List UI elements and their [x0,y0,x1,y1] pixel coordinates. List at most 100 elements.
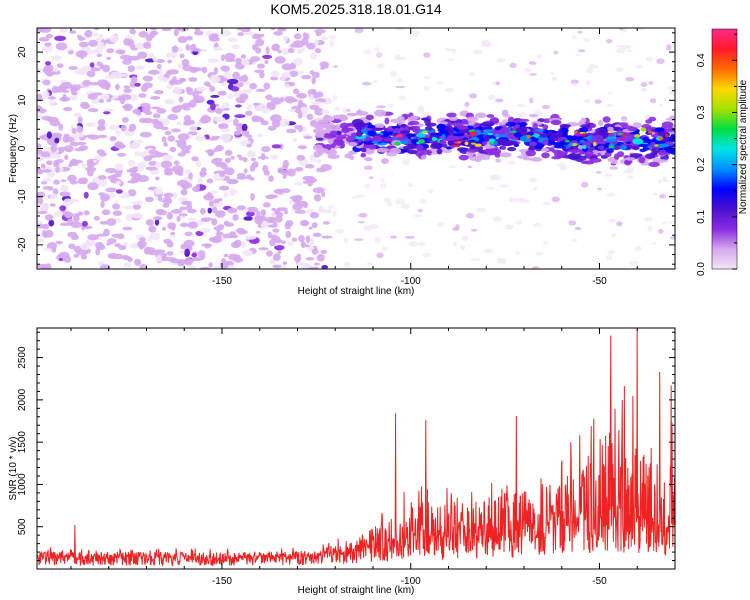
heatmap-cell-noise [177,133,190,141]
colorbar-tick-label: 0.1 [696,209,707,223]
heatmap-cell-noise [37,167,42,175]
heatmap-cell-noise [37,197,44,205]
heatmap-cell-noise [143,41,152,49]
heatmap-cell-noise [178,213,188,217]
heatmap-cell-noise [139,264,148,269]
heatmap-cell-band [529,136,536,140]
heatmap-cell-noise [294,182,303,186]
heatmap-cell-noise [301,126,307,132]
heatmap-cell-clutter [368,176,375,179]
heatmap-cell-noise [71,159,84,164]
heatmap-cell-peak [609,145,614,149]
heatmap-cell-clutter [529,97,534,104]
heatmap-cell-noise [252,161,259,168]
heatmap-cell-clutter [529,73,537,76]
heatmap-cell-band [602,116,611,123]
heatmap-cell-band [400,123,407,128]
heatmap-cell-noise [155,209,166,214]
heatmap-cell-noise [129,94,138,101]
heatmap-cell-noise [213,198,220,204]
heatmap-cell-noise [236,173,246,178]
heatmap-cell-noise [300,220,309,226]
heatmap-cell-peak [511,130,517,133]
heatmap-cell-noise [148,52,155,58]
heatmap-cell-clutter [379,182,387,189]
heatmap-cell-band [539,133,549,138]
heatmap-cell-noise [272,253,281,261]
snr-y-tick-label: 2000 [17,388,28,411]
heatmap-cell-band [315,137,324,141]
heatmap-cell-noise [255,230,261,234]
heatmap-cell-noise [81,65,91,71]
heatmap-cell-noise [243,168,248,174]
heatmap-cell-noise [236,28,241,31]
heatmap-cell-noise [131,200,143,205]
heatmap-cell-noise [37,238,45,243]
heatmap-cell-clutter [400,203,410,209]
heatmap-cell-noise [230,86,240,92]
heatmap-cell-noise [137,175,149,183]
heatmap-cell-noise [282,159,289,168]
heatmap-cell-band [315,132,325,138]
heatmap-cell-noise [199,228,211,233]
heatmap-cell-clutter [374,236,381,243]
heatmap-cell-clutter [634,245,642,252]
heatmap-cell-clutter [395,28,406,31]
heatmap-cell-band [486,114,495,118]
heatmap-cell-noise [241,59,250,66]
heatmap-cell-noise [102,64,111,73]
heatmap-cell-noise [106,48,115,54]
heatmap-cell-noise [55,166,60,173]
heatmap-cell-noise [297,145,307,150]
heatmap-cell-band [665,146,675,154]
heatmap-cell-band [528,114,539,117]
heatmap-cell-noise [42,79,51,86]
heatmap-cell-noise [105,167,117,174]
heatmap-cell-clutter [444,47,450,51]
heatmap-cell-noise [231,241,241,249]
heatmap-cell-clutter [609,166,619,170]
heatmap-cell-noise [142,82,153,89]
heatmap-cell-noise [178,46,184,52]
heatmap-cell-noise [207,207,212,214]
heatmap-cell-noise [63,106,73,112]
heatmap-cell-peak [574,130,578,134]
heatmap-cell-band [561,154,574,159]
heatmap-cell-noise [107,238,117,245]
heatmap-cell-noise [166,212,173,220]
snr-x-tick-label: -150 [212,576,232,587]
heatmap-cell-clutter [327,205,334,209]
heatmap-cell-peak [526,134,531,139]
heatmap-cell-noise [157,195,163,202]
heatmap-cell-noise [271,144,282,149]
heatmap-cell-noise [71,127,77,134]
heatmap-cell-noise [173,160,180,166]
heatmap-cell-noise [140,102,151,108]
heatmap-cell-noise [145,166,158,171]
heatmap-cell-band [372,135,382,142]
snr-y-tick-label: 1500 [17,431,28,454]
heatmap-cell-noise [223,220,230,226]
heatmap-cell-noise [188,77,198,82]
heatmap-cell-clutter [473,49,483,55]
heatmap-cell-peak [640,127,647,132]
heatmap-cell-noise [316,91,324,98]
heatmap-cell-noise [37,143,42,149]
heatmap-cell-noise [134,82,141,87]
heatmap-cell-noise [306,113,314,121]
heatmap-cell-clutter [396,78,403,83]
heatmap-cell-noise [173,86,182,95]
heatmap-cell-noise [189,124,198,132]
heatmap-cell-noise [153,90,164,95]
heatmap-cell-band [607,126,614,132]
heatmap-cell-clutter [668,89,675,96]
heatmap-cell-clutter [404,235,415,239]
heatmap-cell-noise [243,216,253,221]
heatmap-cell-noise [182,64,193,72]
heatmap-cell-noise [64,154,69,161]
heatmap-cell-noise [132,108,141,115]
heatmap-cell-clutter [468,71,476,76]
heatmap-cell-noise [208,33,218,41]
heatmap-cell-noise [254,106,264,112]
heatmap-cell-noise [170,258,182,264]
